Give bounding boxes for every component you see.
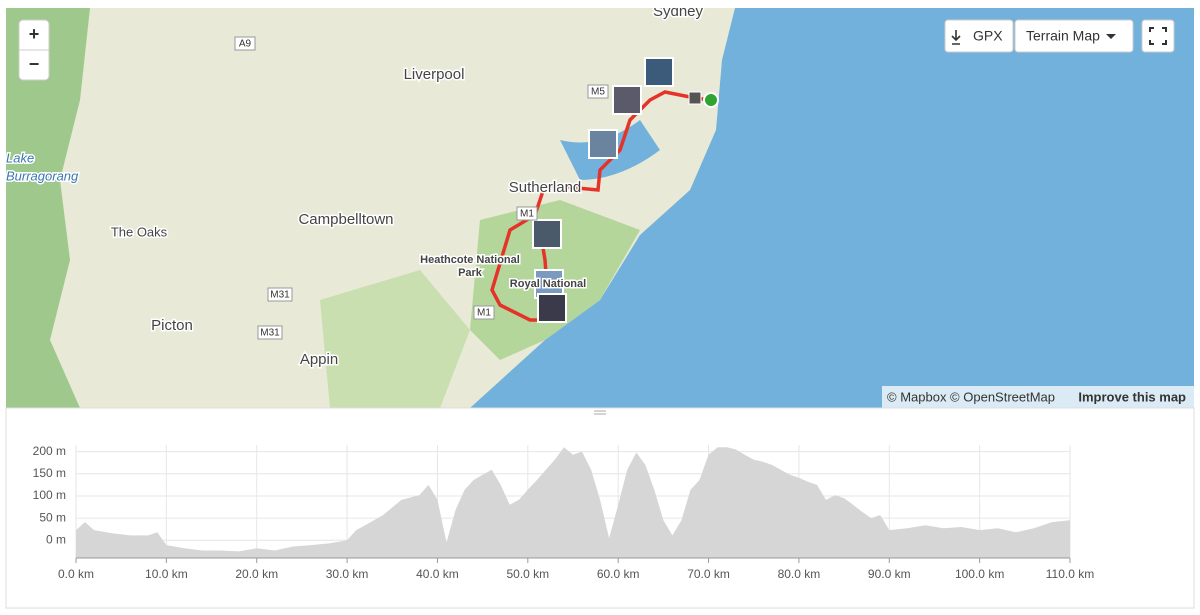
photo[interactable]	[537, 293, 567, 323]
place: Burragorang	[6, 168, 79, 183]
x-tick-label: 80.0 km	[778, 567, 821, 581]
map[interactable]: Sydney Liverpool Sutherland Campbelltown…	[6, 3, 1194, 408]
attribution: © Mapbox © OpenStreetMap	[887, 389, 1055, 404]
attribution-box	[882, 386, 1194, 408]
y-tick-label: 200 m	[33, 444, 66, 458]
start-marker	[703, 92, 719, 108]
photos[interactable]	[532, 57, 674, 323]
road: M31	[260, 328, 280, 339]
x-tick-label: 0.0 km	[58, 567, 94, 581]
photo[interactable]	[532, 219, 562, 249]
finish-flag	[688, 91, 702, 105]
y-tick-label: 0 m	[46, 532, 66, 546]
y-tick-label: 150 m	[33, 466, 66, 480]
fullscreen-icon	[1149, 27, 1167, 45]
x-tick-label: 110.0 km	[1046, 567, 1094, 581]
x-tick-label: 70.0 km	[687, 567, 730, 581]
x-tick-label: 90.0 km	[868, 567, 911, 581]
zoom-in[interactable]: +	[29, 24, 40, 44]
road: M1	[477, 308, 491, 319]
road: M31	[270, 290, 290, 301]
x-tick-label: 10.0 km	[145, 567, 188, 581]
place: Lake	[6, 150, 34, 165]
y-tick-label: 50 m	[39, 510, 66, 524]
place: Royal National	[510, 278, 586, 290]
improve-link[interactable]: Improve this map	[1078, 389, 1186, 404]
x-tick-label: 50.0 km	[506, 567, 549, 581]
elevation-chart: 0 m 50 m 100 m 150 m 200 m 0.0 km 10.0 km 20.0 …	[33, 444, 1095, 581]
x-tick-label: 40.0 km	[416, 567, 459, 581]
park	[320, 270, 470, 408]
photo[interactable]	[588, 129, 618, 159]
download-icon	[951, 30, 961, 45]
place: The Oaks	[111, 224, 168, 239]
place: Campbelltown	[298, 211, 393, 228]
place: Heathcote National	[420, 254, 520, 266]
place: Sydney	[653, 3, 704, 20]
x-tick-label: 30.0 km	[326, 567, 369, 581]
park	[6, 8, 90, 408]
road: M5	[591, 87, 605, 98]
photo[interactable]	[644, 57, 674, 87]
fullscreen-button[interactable]	[1141, 19, 1175, 53]
place: Appin	[300, 351, 338, 368]
zoom-out[interactable]: −	[29, 54, 40, 74]
caret	[1106, 34, 1116, 39]
place: Liverpool	[404, 66, 465, 83]
map-type-button[interactable]	[1014, 19, 1134, 53]
place: Park	[458, 267, 483, 279]
x-tick-label: 60.0 km	[597, 567, 640, 581]
elevation-area	[76, 447, 1070, 558]
place: Picton	[151, 317, 193, 334]
x-tick-label: 20.0 km	[235, 567, 278, 581]
resize-handle[interactable]	[594, 410, 606, 415]
road: A9	[239, 39, 252, 50]
photo[interactable]	[612, 85, 642, 115]
x-tick-label: 100.0 km	[955, 567, 1004, 581]
y-tick-label: 100 m	[33, 488, 66, 502]
chart-frame	[5, 407, 1195, 609]
place: Sutherland	[509, 179, 582, 196]
road: M1	[520, 209, 534, 220]
road-shields: A9 M5 M1 M31 M31 M1	[234, 36, 609, 340]
gpx-label[interactable]: GPX	[973, 28, 1003, 44]
gpx-button[interactable]	[944, 19, 1014, 53]
map-type-label[interactable]: Terrain Map	[1026, 28, 1100, 44]
